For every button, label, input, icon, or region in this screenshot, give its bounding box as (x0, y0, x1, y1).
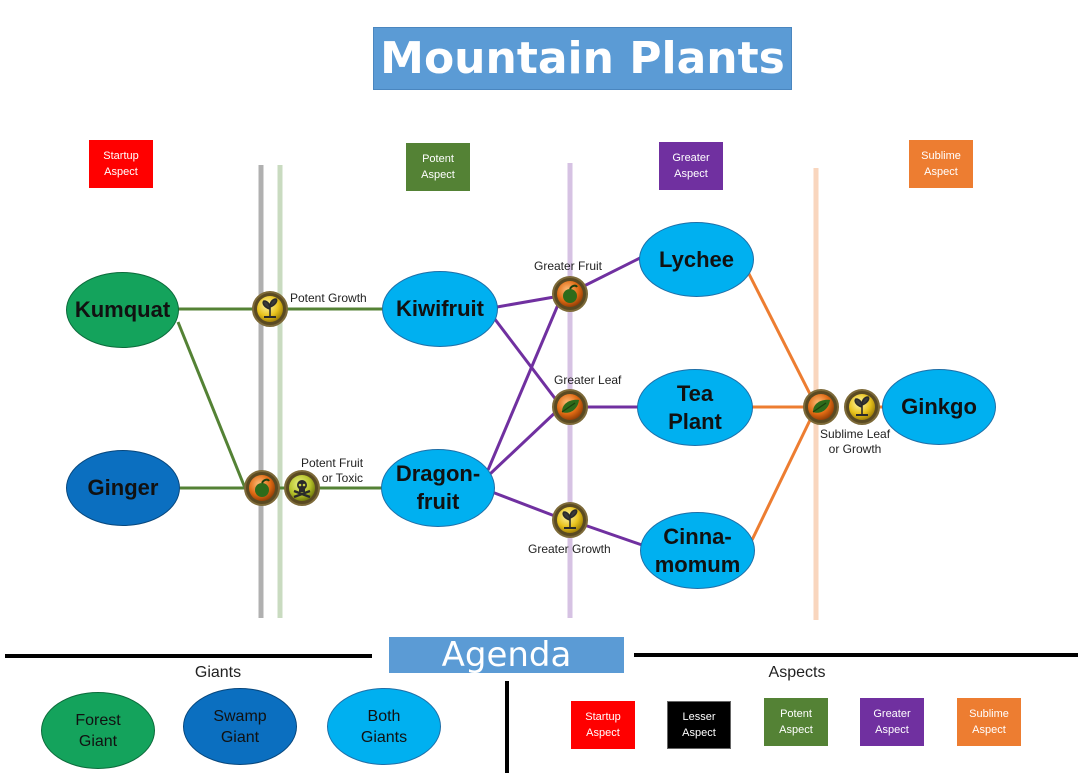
label-greater-leaf: Greater Leaf (554, 373, 622, 387)
header-startup-aspect: Startup Aspect (89, 140, 153, 188)
agenda-divider-right (634, 653, 1078, 657)
legend-startup-aspect: Startup Aspect (571, 701, 635, 749)
giants-heading: Giants (194, 664, 242, 681)
growth-icon (552, 502, 588, 538)
growth-icon (844, 389, 880, 425)
edge-kiwifruit-leaf-badge (492, 317, 562, 406)
node-lychee: Lychee (639, 222, 754, 297)
fruit-icon (552, 276, 588, 312)
legend-greater-aspect: Greater Aspect (860, 698, 924, 746)
page-title: Mountain Plants (373, 27, 792, 90)
node-dragonfruit: Dragon- fruit (381, 449, 495, 527)
edge-kumquat-fruit (176, 321, 247, 489)
legend-lesser-aspect: Lesser Aspect (667, 701, 731, 749)
legend-swamp-giant: Swamp Giant (183, 688, 297, 765)
node-cinnamomum: Cinna- momum (640, 512, 755, 589)
edge-cinnamomum-sublime (750, 415, 814, 541)
agenda-divider-left (5, 654, 372, 658)
legend-forest-giant: Forest Giant (41, 692, 155, 769)
edge-dragonfruit-fruit-badge (486, 299, 562, 471)
node-ginkgo: Ginkgo (882, 369, 996, 445)
growth-icon (252, 291, 288, 327)
toxic-icon (284, 470, 320, 506)
legend-sublime-aspect: Sublime Aspect (957, 698, 1021, 746)
node-ginger: Ginger (66, 450, 180, 526)
label-potent-fruit-or-toxic: Potent Fruit or Toxic (301, 456, 364, 485)
legend-both-giants: Both Giants (327, 688, 441, 765)
label-greater-fruit: Greater Fruit (534, 259, 603, 273)
agenda-title: Agenda (389, 637, 624, 673)
label-sublime-leaf-or-growth: Sublime Leaf or Growth (820, 427, 891, 456)
edge-dragonfruit-growth-badge (491, 490, 561, 520)
node-kumquat: Kumquat (66, 272, 179, 348)
node-tea-plant: Tea Plant (637, 369, 753, 446)
label-potent-growth: Potent Growth (290, 291, 367, 305)
fruit-icon (244, 470, 280, 506)
edge-lychee-sublime (746, 271, 814, 399)
legend-potent-aspect: Potent Aspect (764, 698, 828, 746)
node-kiwifruit: Kiwifruit (382, 271, 498, 347)
header-potent-aspect: Potent Aspect (406, 143, 470, 191)
aspects-heading: Aspects (768, 664, 826, 681)
label-greater-growth: Greater Growth (528, 542, 611, 556)
edge-kiwifruit-fruit-badge (496, 294, 561, 309)
leaf-icon (803, 389, 839, 425)
header-greater-aspect: Greater Aspect (659, 142, 723, 190)
header-sublime-aspect: Sublime Aspect (909, 140, 973, 188)
edge-dragonfruit-leaf-badge (488, 406, 562, 476)
agenda-column-divider (505, 681, 509, 773)
leaf-icon (552, 389, 588, 425)
